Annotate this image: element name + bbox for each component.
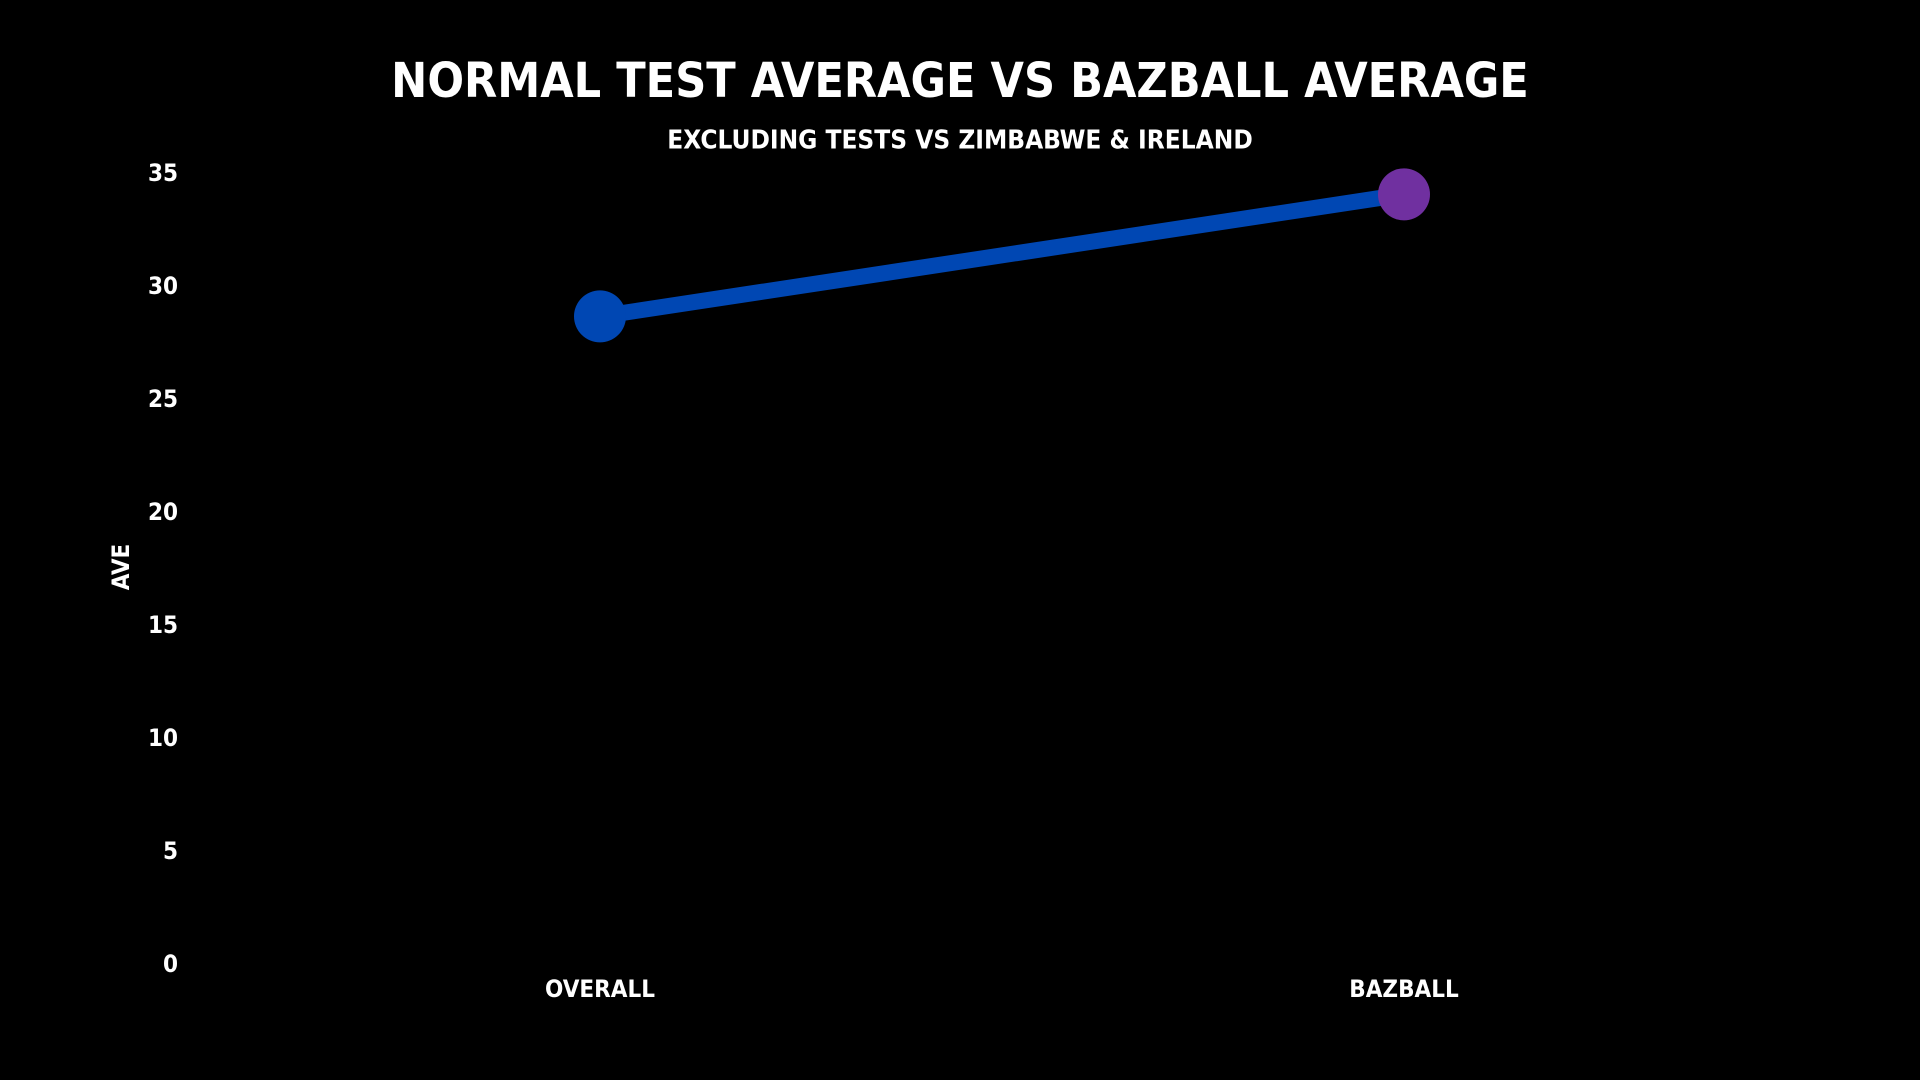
chart-title: NORMAL TEST AVERAGE VS BAZBALL AVERAGE bbox=[391, 53, 1529, 109]
chart-subtitle: EXCLUDING TESTS VS ZIMBABWE & IRELAND bbox=[667, 126, 1253, 156]
y-tick-label: 30 bbox=[148, 272, 178, 300]
line bbox=[592, 186, 1412, 325]
y-tick-label: 10 bbox=[148, 724, 178, 752]
x-tick-label: BAZBALL bbox=[1349, 975, 1459, 1003]
y-tick-label: 20 bbox=[148, 498, 178, 526]
y-axis-label: AVE bbox=[107, 544, 135, 591]
point bbox=[1378, 168, 1430, 221]
y-tick-label: 25 bbox=[148, 385, 178, 413]
x-tick-label: OVERALL bbox=[545, 975, 655, 1003]
point bbox=[574, 290, 626, 343]
y-tick-label: 0 bbox=[163, 950, 178, 978]
y-tick-label: 35 bbox=[148, 159, 178, 187]
y-tick-label: 5 bbox=[163, 837, 178, 865]
y-tick-label: 15 bbox=[148, 611, 178, 639]
